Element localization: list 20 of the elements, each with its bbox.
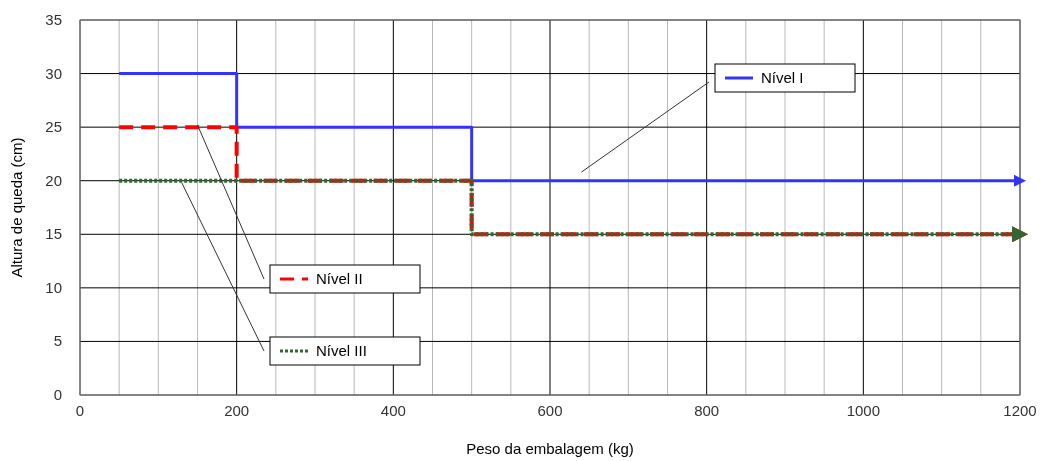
legend-label: Nível II xyxy=(316,270,363,287)
y-tick-label: 0 xyxy=(53,386,62,403)
y-tick-label: 25 xyxy=(45,118,62,136)
y-tick-label: 35 xyxy=(45,11,62,28)
y-tick-label: 30 xyxy=(45,64,62,82)
y-axis-title: Altura de queda (cm) xyxy=(8,137,25,278)
legend-label: Nível III xyxy=(316,342,367,359)
x-tick-label: 400 xyxy=(380,402,406,419)
legend-label: Nível I xyxy=(761,69,804,86)
y-tick-label: 15 xyxy=(45,225,62,243)
y-tick-label: 10 xyxy=(45,278,62,296)
x-tick-label: 1200 xyxy=(1003,402,1037,419)
y-tick-label: 20 xyxy=(45,171,62,189)
x-axis-title: Peso da embalagem (kg) xyxy=(466,440,634,457)
x-tick-label: 0 xyxy=(75,402,85,419)
x-tick-label: 600 xyxy=(537,402,563,419)
y-tick-label: 5 xyxy=(53,332,62,350)
x-tick-label: 800 xyxy=(694,402,720,419)
x-tick-label: 1000 xyxy=(846,402,881,419)
x-tick-label: 200 xyxy=(224,402,250,419)
